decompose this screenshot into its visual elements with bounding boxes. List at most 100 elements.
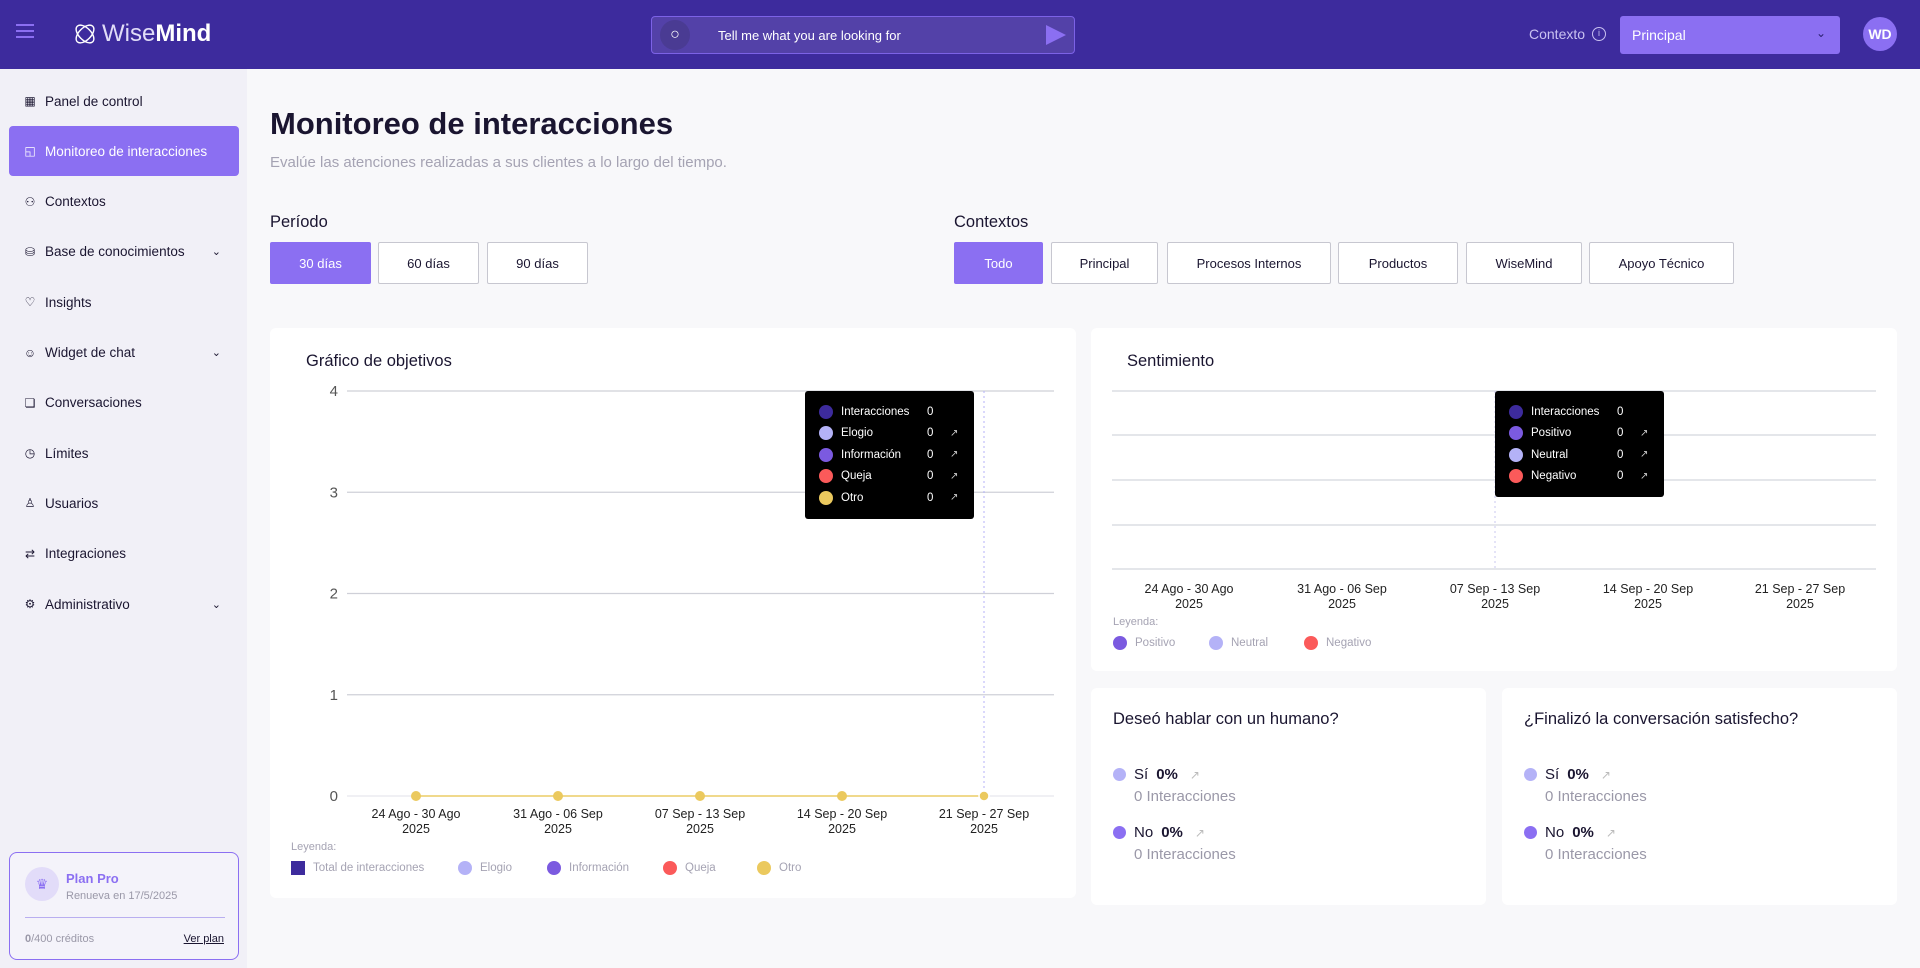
sidebar-item-usuarios[interactable]: ♙ Usuarios [9,478,239,528]
legend-label: Elogio [480,862,512,874]
sidebar-item-monitoreo-de-interacciones[interactable]: ◱ Monitoreo de interacciones [9,126,239,177]
page-title: Monitoreo de interacciones [270,106,674,141]
context-select[interactable]: Principal ⌄ [1620,16,1840,54]
search-input[interactable]: Tell me what you are looking for [718,28,901,43]
legend-label: Total de interacciones [313,862,425,874]
hierarchy-icon: ⚇ [24,194,36,209]
avatar[interactable]: WD [1863,17,1897,51]
sentiment-chart-card: Sentimiento [1091,328,1897,671]
legend-dot [291,861,305,875]
context-button[interactable]: Procesos Internos [1167,242,1331,284]
legend-item[interactable]: Otro [757,861,801,875]
period-button[interactable]: 30 días [270,242,371,284]
info-icon[interactable]: i [1592,27,1606,41]
legend-title: Leyenda: [1113,616,1159,628]
external-link-icon[interactable]: ↗ [1605,825,1616,840]
legend-dot [757,861,771,875]
legend-dot [547,861,561,875]
external-link-icon[interactable]: ↗ [950,449,959,461]
question-title: ¿Finalizó la conversación satisfecho? [1524,710,1799,728]
context-select-value: Principal [1632,27,1686,43]
no-percent: 0% [1572,824,1594,841]
yes-count: 0 Interacciones [1134,788,1236,805]
no-percent: 0% [1161,824,1183,841]
legend-item[interactable]: Queja [663,861,716,875]
external-link-icon[interactable]: ↗ [1194,825,1205,840]
legend-item[interactable]: Neutral [1209,636,1268,650]
search-bar[interactable]: ○ Tell me what you are looking for [651,16,1075,54]
tooltip-value: 0 [1617,405,1624,418]
sidebar-item-contextos[interactable]: ⚇ Contextos [9,177,239,227]
divider [25,917,225,918]
credits: 0/400 créditos [25,933,94,945]
sidebar-item-integraciones[interactable]: ⇄ Integraciones [9,529,239,579]
data-point [553,791,563,801]
question-card: Deseó hablar con un humano? Sí 0% ↗ 0 Inte… [1091,688,1486,905]
sidebar-item-conversaciones[interactable]: ❏ Conversaciones [9,378,239,428]
sidebar-item-label: Monitoreo de interacciones [45,143,208,159]
legend-dot [819,404,833,419]
view-plan-link[interactable]: Ver plan [183,933,224,945]
gear-icon: ⚙ [24,597,36,611]
legend-item[interactable]: Total de interacciones [291,861,424,875]
no-count: 0 Interacciones [1134,846,1236,863]
tooltip-label: Elogio [841,427,873,440]
x-tick-label: 2025 [402,822,430,836]
sidebar-item-label: Panel de control [45,93,143,109]
context-button[interactable]: Productos [1338,242,1458,284]
send-icon[interactable] [1046,25,1066,45]
external-link-icon[interactable]: ↗ [1600,767,1611,782]
sidebar-item-widget-de-chat[interactable]: ☺ Widget de chat ⌄ [9,328,239,378]
page-subtitle: Evalúe las atenciones realizadas a sus c… [270,154,727,171]
external-link-icon[interactable]: ↗ [1640,427,1649,439]
x-tick-label: 2025 [544,822,572,836]
logo[interactable]: Wise Mind [72,20,211,48]
external-link-icon[interactable]: ↗ [1640,449,1649,461]
tooltip-label: Negativo [1531,470,1577,483]
sidebar-item-base-de-conocimientos[interactable]: ⛁ Base de conocimientos ⌄ [9,227,239,277]
sidebar-item-label: Límites [45,445,89,461]
legend-dot [1524,768,1537,781]
external-link-icon[interactable]: ↗ [1189,767,1200,782]
external-link-icon[interactable]: ↗ [950,427,959,439]
legend-label: Negativo [1326,637,1372,649]
context-button[interactable]: Principal [1051,242,1158,284]
tooltip-value: 0 [1617,470,1624,483]
plan-card: ♛ Plan Pro Renueva en 17/5/2025 0/400 cr… [9,852,239,960]
assistant-icon: ○ [660,20,690,50]
tooltip-row: Negativo 0 ↗ [1495,466,1664,488]
legend-item[interactable]: Negativo [1304,636,1371,650]
legend-dot [1304,636,1318,650]
legend-dot [1209,636,1223,650]
sidebar-item-panel-de-control[interactable]: ▦ Panel de control [9,76,239,126]
context-button[interactable]: Apoyo Técnico [1589,242,1734,284]
external-link-icon[interactable]: ↗ [950,470,959,482]
legend-dot [458,861,472,875]
legend-item[interactable]: Elogio [458,861,512,875]
user-icon: ♙ [24,496,36,511]
period-button[interactable]: 60 días [378,242,479,284]
legend-dot [819,447,833,462]
sidebar-item-administrativo[interactable]: ⚙ Administrativo ⌄ [9,579,239,629]
tooltip-value: 0 [1617,448,1624,461]
period-button[interactable]: 90 días [487,242,588,284]
y-tick-label: 3 [330,484,338,501]
tooltip-value: 0 [927,448,934,461]
sidebar-item-límites[interactable]: ◷ Límites [9,428,239,478]
sidebar: ▦ Panel de control ◱ Monitoreo de interacci… [0,69,247,968]
context-button[interactable]: Todo [954,242,1043,284]
external-link-icon[interactable]: ↗ [1640,470,1649,482]
no-label: No [1134,824,1154,841]
sidebar-item-insights[interactable]: ♡ Insights [9,277,239,327]
data-point [411,791,421,801]
legend-item[interactable]: Positivo [1113,636,1175,650]
yes-label: Sí [1545,766,1560,783]
external-link-icon[interactable]: ↗ [950,492,959,504]
menu-icon[interactable] [16,24,34,38]
context-button[interactable]: WiseMind [1466,242,1582,284]
x-tick-label: 14 Sep - 20 Sep [797,807,887,821]
legend-item[interactable]: Información [547,861,629,875]
tooltip-label: Queja [841,470,872,483]
data-point [837,791,847,801]
goals-chart-title: Gráfico de objetivos [306,352,452,370]
